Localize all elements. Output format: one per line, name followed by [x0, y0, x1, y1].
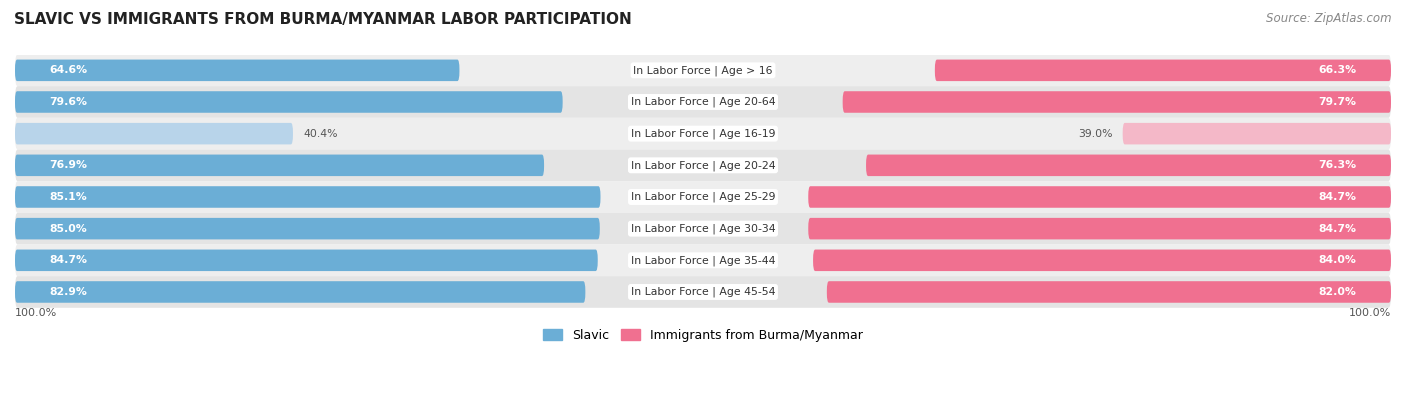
Text: 39.0%: 39.0% — [1078, 129, 1112, 139]
FancyBboxPatch shape — [15, 91, 562, 113]
FancyBboxPatch shape — [827, 281, 1391, 303]
Text: In Labor Force | Age 25-29: In Labor Force | Age 25-29 — [631, 192, 775, 202]
FancyBboxPatch shape — [15, 218, 600, 239]
FancyBboxPatch shape — [15, 245, 1391, 276]
FancyBboxPatch shape — [15, 213, 1391, 245]
FancyBboxPatch shape — [1122, 123, 1391, 145]
FancyBboxPatch shape — [15, 250, 598, 271]
Text: 84.0%: 84.0% — [1319, 255, 1357, 265]
FancyBboxPatch shape — [15, 118, 1391, 149]
FancyBboxPatch shape — [15, 149, 1391, 181]
Text: In Labor Force | Age > 16: In Labor Force | Age > 16 — [633, 65, 773, 75]
Text: 76.3%: 76.3% — [1319, 160, 1357, 170]
Text: 85.0%: 85.0% — [49, 224, 87, 234]
Text: 79.7%: 79.7% — [1319, 97, 1357, 107]
Text: 100.0%: 100.0% — [15, 308, 58, 318]
Text: In Labor Force | Age 35-44: In Labor Force | Age 35-44 — [631, 255, 775, 265]
Text: In Labor Force | Age 20-64: In Labor Force | Age 20-64 — [631, 97, 775, 107]
Text: In Labor Force | Age 16-19: In Labor Force | Age 16-19 — [631, 128, 775, 139]
FancyBboxPatch shape — [15, 60, 460, 81]
Text: 76.9%: 76.9% — [49, 160, 87, 170]
Text: 84.7%: 84.7% — [1319, 224, 1357, 234]
Text: 84.7%: 84.7% — [49, 255, 87, 265]
Text: 82.0%: 82.0% — [1319, 287, 1357, 297]
Text: In Labor Force | Age 30-34: In Labor Force | Age 30-34 — [631, 224, 775, 234]
Text: 40.4%: 40.4% — [304, 129, 337, 139]
FancyBboxPatch shape — [808, 218, 1391, 239]
Text: 66.3%: 66.3% — [1319, 65, 1357, 75]
Text: 100.0%: 100.0% — [1348, 308, 1391, 318]
Text: 85.1%: 85.1% — [49, 192, 87, 202]
Text: 64.6%: 64.6% — [49, 65, 87, 75]
FancyBboxPatch shape — [15, 55, 1391, 86]
Text: 79.6%: 79.6% — [49, 97, 87, 107]
FancyBboxPatch shape — [15, 154, 544, 176]
FancyBboxPatch shape — [813, 250, 1391, 271]
FancyBboxPatch shape — [15, 181, 1391, 213]
Text: In Labor Force | Age 20-24: In Labor Force | Age 20-24 — [631, 160, 775, 171]
FancyBboxPatch shape — [15, 86, 1391, 118]
Text: SLAVIC VS IMMIGRANTS FROM BURMA/MYANMAR LABOR PARTICIPATION: SLAVIC VS IMMIGRANTS FROM BURMA/MYANMAR … — [14, 12, 631, 27]
FancyBboxPatch shape — [15, 281, 585, 303]
FancyBboxPatch shape — [15, 186, 600, 208]
FancyBboxPatch shape — [15, 123, 292, 145]
Text: 84.7%: 84.7% — [1319, 192, 1357, 202]
FancyBboxPatch shape — [15, 276, 1391, 308]
FancyBboxPatch shape — [842, 91, 1391, 113]
Text: Source: ZipAtlas.com: Source: ZipAtlas.com — [1267, 12, 1392, 25]
Text: 82.9%: 82.9% — [49, 287, 87, 297]
FancyBboxPatch shape — [935, 60, 1391, 81]
Legend: Slavic, Immigrants from Burma/Myanmar: Slavic, Immigrants from Burma/Myanmar — [538, 324, 868, 347]
FancyBboxPatch shape — [866, 154, 1391, 176]
FancyBboxPatch shape — [808, 186, 1391, 208]
Text: In Labor Force | Age 45-54: In Labor Force | Age 45-54 — [631, 287, 775, 297]
